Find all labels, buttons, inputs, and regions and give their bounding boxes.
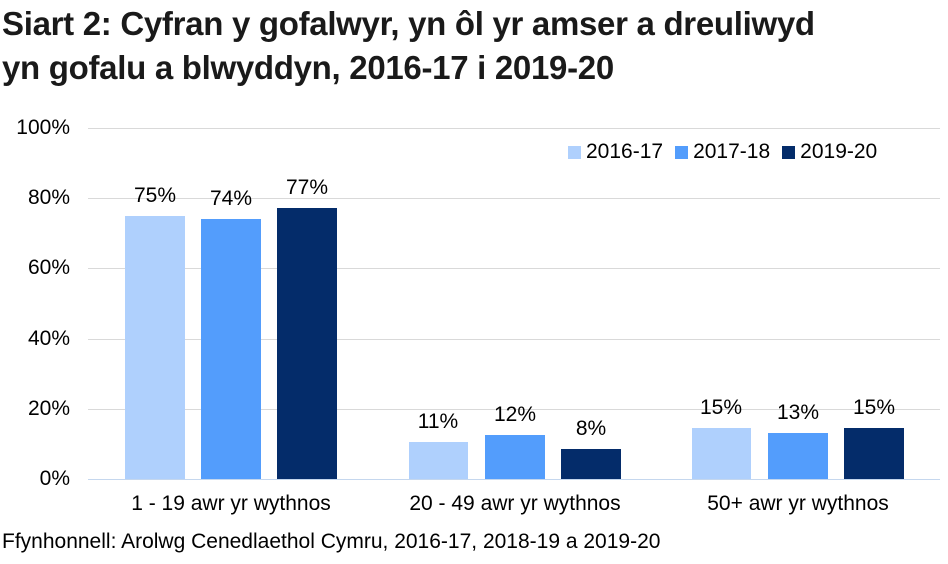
bar-2019-20-1-19 bbox=[277, 208, 337, 479]
chart-title-line-2: yn gofalu a blwyddyn, 2016-17 i 2019-20 bbox=[2, 49, 614, 86]
y-tick-label: 20% bbox=[27, 397, 70, 420]
bar-2017-18-20-49 bbox=[485, 435, 545, 479]
data-label: 77% bbox=[285, 176, 329, 199]
bar-2016-17-20-49 bbox=[409, 442, 468, 479]
data-label: 12% bbox=[493, 403, 537, 426]
legend-label: 2016-17 bbox=[586, 140, 664, 163]
chart-title: Siart 2: Cyfran y gofalwyr, yn ôl yr ams… bbox=[2, 2, 815, 90]
data-label: 8% bbox=[575, 417, 607, 440]
y-tick-label: 0% bbox=[39, 467, 70, 490]
x-category-label: 1 - 19 awr yr wythnos bbox=[131, 492, 331, 515]
data-label: 15% bbox=[852, 396, 896, 419]
gridline-100 bbox=[88, 128, 940, 129]
legend-label: 2017-18 bbox=[693, 140, 771, 163]
data-label: 75% bbox=[133, 184, 177, 207]
bar-2017-18-50plus bbox=[768, 433, 828, 479]
y-tick-label: 60% bbox=[27, 256, 70, 279]
legend-swatch-icon bbox=[782, 145, 796, 159]
bar-2019-20-20-49 bbox=[561, 449, 621, 479]
bar-2016-17-1-19 bbox=[125, 216, 185, 479]
y-tick-label: 100% bbox=[16, 116, 70, 139]
gridline-60 bbox=[88, 268, 940, 269]
x-category-label: 20 - 49 awr yr wythnos bbox=[409, 492, 621, 515]
legend-swatch-icon bbox=[568, 145, 581, 159]
x-category-label: 50+ awr yr wythnos bbox=[707, 492, 889, 515]
data-label: 11% bbox=[417, 410, 459, 433]
bar-2017-18-1-19 bbox=[201, 219, 261, 479]
legend: 2016-17 2017-18 2019-20 bbox=[568, 140, 889, 164]
gridline-20 bbox=[88, 409, 940, 410]
chart-title-line-1: Siart 2: Cyfran y gofalwyr, yn ôl yr ams… bbox=[2, 5, 815, 42]
gridline-80 bbox=[88, 198, 940, 199]
data-label: 13% bbox=[776, 401, 820, 424]
y-tick-label: 40% bbox=[27, 327, 70, 350]
gridline-40 bbox=[88, 339, 940, 340]
x-axis-line bbox=[88, 479, 940, 480]
bar-2019-20-50plus bbox=[844, 428, 904, 479]
legend-label: 2019-20 bbox=[800, 140, 878, 163]
data-label: 15% bbox=[699, 396, 743, 419]
legend-item-2019-20: 2019-20 bbox=[782, 140, 877, 164]
data-label: 74% bbox=[209, 187, 253, 210]
y-tick-label: 80% bbox=[27, 186, 70, 209]
legend-swatch-icon bbox=[675, 145, 689, 159]
legend-item-2016-17: 2016-17 bbox=[568, 140, 663, 164]
source-note: Ffynhonnell: Arolwg Cenedlaethol Cymru, … bbox=[2, 530, 661, 553]
legend-item-2017-18: 2017-18 bbox=[675, 140, 770, 164]
bar-2016-17-50plus bbox=[692, 428, 751, 479]
